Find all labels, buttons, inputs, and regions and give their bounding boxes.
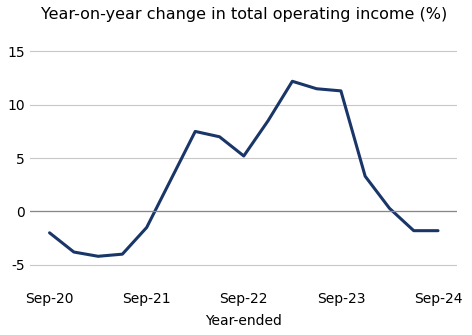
Title: Year-on-year change in total operating income (%): Year-on-year change in total operating i… (41, 7, 447, 22)
X-axis label: Year-ended: Year-ended (205, 314, 282, 328)
